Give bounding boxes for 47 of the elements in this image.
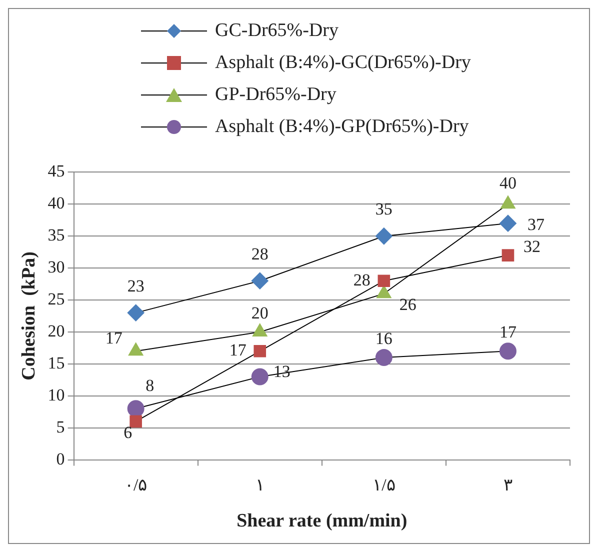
y-tick-label: 20 <box>48 321 65 340</box>
data-label: 37 <box>527 214 545 234</box>
y-tick-label: 15 <box>48 353 65 372</box>
x-tick-label: ۱/۵ <box>372 475 396 494</box>
point <box>254 344 266 358</box>
data-label: 17 <box>105 328 123 348</box>
point <box>378 274 390 288</box>
data-label: 6 <box>124 422 132 442</box>
data-label: 26 <box>399 295 416 314</box>
y-axis-title: Cohesion (kPa) <box>18 252 40 380</box>
legend-label: Asphalt (B:4%)-GP(Dr65%)-Dry <box>215 116 469 138</box>
data-label: 20 <box>251 303 268 322</box>
data-label: 28 <box>251 244 268 264</box>
x-tick-label: ۳ <box>503 475 512 494</box>
point <box>251 368 268 386</box>
legend-label: GP-Dr65%-Dry <box>215 84 336 106</box>
x-tick-label: ۰/۵ <box>124 475 148 494</box>
y-tick-label: 45 <box>48 162 65 181</box>
x-tick-label: ۱ <box>255 475 264 494</box>
legend-label: GC-Dr65%-Dry <box>215 20 338 42</box>
y-tick-label: 40 <box>48 194 65 213</box>
data-label: 17 <box>229 340 247 360</box>
data-label: 35 <box>375 200 392 219</box>
point <box>375 349 392 366</box>
x-axis-title: Shear rate (mm/min) <box>236 510 408 532</box>
point <box>127 304 144 322</box>
point <box>502 249 514 262</box>
data-label: 16 <box>375 329 392 348</box>
data-label: 32 <box>523 236 540 256</box>
point <box>127 400 144 418</box>
data-label: 40 <box>499 174 516 193</box>
y-tick-label: 10 <box>48 385 65 404</box>
data-label: 17 <box>499 322 517 342</box>
y-tick-label: 0 <box>56 449 65 468</box>
data-label: 28 <box>353 270 370 290</box>
data-label: 23 <box>127 276 144 296</box>
point <box>251 272 268 290</box>
y-tick-label: 35 <box>48 226 65 245</box>
y-tick-label: 25 <box>48 289 65 308</box>
data-label: 8 <box>146 376 154 396</box>
point <box>130 415 142 428</box>
y-tick-label: 30 <box>48 258 65 277</box>
point <box>375 228 392 245</box>
point <box>499 342 516 360</box>
point <box>499 214 516 232</box>
legend-label: Asphalt (B:4%)-GC(Dr65%)-Dry <box>215 52 471 74</box>
y-tick-label: 5 <box>56 417 65 436</box>
